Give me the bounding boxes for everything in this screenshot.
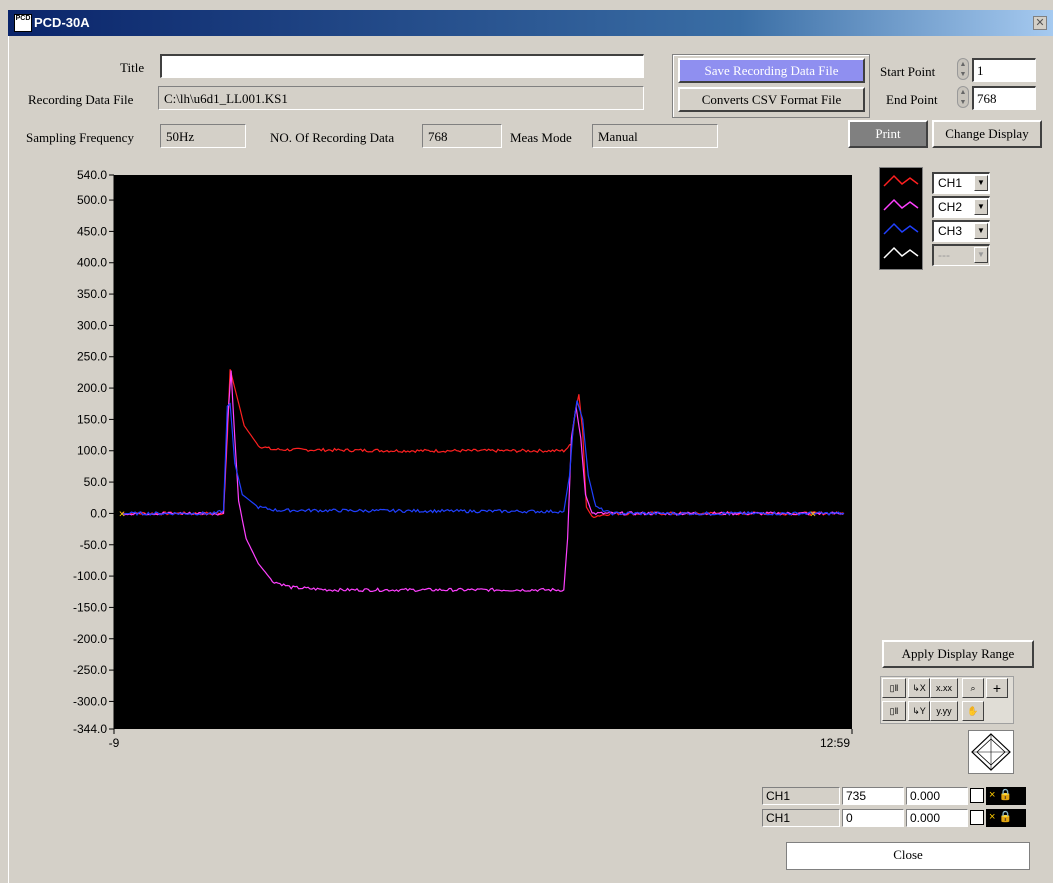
title-bar: PCD PCD-30A ✕ [8,10,1053,36]
end-point-label: End Point [886,92,938,107]
y-tick-label: -250.0 [73,663,107,677]
legend-ch3-swatch [883,222,919,235]
y-tick-label: 150.0 [77,412,107,426]
save-recording-button[interactable]: Save Recording Data File [678,58,865,83]
traces [121,369,845,593]
y-axis: 540.0 500.0 450.0 400.0 350.0 300.0 250.0 200.0… [73,168,115,736]
convert-csv-button[interactable]: Converts CSV Format File [678,87,865,112]
y-format-button[interactable]: y.yy [930,701,958,721]
cursor-row-1: CH1 735 0.000 × 🔒 [762,787,1030,807]
start-point-input[interactable]: 1 [972,58,1036,82]
title-input[interactable] [160,54,644,78]
y-tick-label: -50.0 [80,538,108,552]
file-button-group [672,54,870,118]
y-tick-label: -200.0 [73,632,107,646]
x-tick-label: 12:59 [820,736,850,750]
cursor-2-value[interactable]: 0.000 [906,809,968,827]
meas-mode-label: Meas Mode [510,130,572,145]
close-button[interactable]: Close [786,842,1030,870]
y-tick-label: 540.0 [77,168,107,182]
y-tick-label: 50.0 [84,475,108,489]
chevron-down-icon[interactable]: ▼ [974,175,988,191]
y-tick-label: 100.0 [77,444,107,458]
start-point-label: Start Point [880,64,936,79]
chevron-down-icon[interactable]: ▼ [974,223,988,239]
channel-select-2[interactable]: CH2 ▼ [932,196,990,218]
x-format-button[interactable]: x.xx [930,678,958,698]
x-axis: -9 12:59 [109,729,853,750]
num-data-label: NO. Of Recording Data [270,130,395,145]
cursor-1-index[interactable]: 735 [842,787,904,805]
apply-display-range-button[interactable]: Apply Display Range [882,640,1034,668]
pan-hand-icon[interactable]: ✋ [962,701,984,721]
y-scale-lock-icon[interactable]: ▯‖ [882,701,906,721]
cursor-1-value[interactable]: 0.000 [906,787,968,805]
close-icon[interactable]: ✕ [1033,16,1047,30]
series-ch3-line [121,400,845,516]
y-tick-label: 300.0 [77,318,107,332]
channel-select-4: --- ▼ [932,244,990,266]
cursor-1-channel[interactable]: CH1 [762,787,840,805]
channel-select-1[interactable]: CH1 ▼ [932,172,990,194]
legend-ch2-swatch [883,198,919,211]
y-tick-label: 200.0 [77,381,107,395]
y-tick-label: 400.0 [77,256,107,270]
end-point-input[interactable]: 768 [972,86,1036,110]
sampling-frequency-label: Sampling Frequency [26,130,134,145]
legend-ch1-swatch [883,174,919,187]
plot-area[interactable] [114,175,852,729]
y-tick-label: -300.0 [73,694,107,708]
change-display-button[interactable]: Change Display [932,120,1042,148]
cursor-marker-2[interactable]: × [810,508,816,520]
cursor-move-control[interactable] [968,730,1014,774]
series-ch1-line [121,369,845,519]
channel-select-3[interactable]: CH3 ▼ [932,220,990,242]
x-scale-lock-icon[interactable]: ▯‖ [882,678,906,698]
cursor-markers: × × [119,508,816,520]
channel-select-4-value: --- [938,248,950,262]
start-point-spinner[interactable]: ▲ ▼ [957,58,969,80]
title-label: Title [120,60,145,75]
legend-ch4-swatch [883,246,919,259]
app-icon: PCD [14,14,32,32]
cursor-1-style[interactable]: × 🔒 [986,787,1026,805]
y-tick-label: 0.0 [90,506,107,520]
cursor-2-index[interactable]: 0 [842,809,904,827]
y-tick-label: -150.0 [73,600,107,614]
y-autoscale-icon[interactable]: ↳Y [908,701,930,721]
cursor-2-style[interactable]: × 🔒 [986,809,1026,827]
cursor-row-2: CH1 0 0.000 × 🔒 [762,809,1030,829]
y-tick-label: -100.0 [73,569,107,583]
cursor-2-color-swatch[interactable] [970,810,984,825]
channel-select-3-value: CH3 [938,224,963,238]
waveform-graph[interactable]: 540.0 500.0 450.0 400.0 350.0 300.0 250.0 200.0… [34,160,872,780]
sampling-frequency-field: 50Hz [160,124,246,148]
crosshair-icon[interactable]: + [986,678,1008,698]
y-tick-label: 350.0 [77,287,107,301]
end-point-spinner[interactable]: ▲ ▼ [957,86,969,108]
chevron-down-icon: ▼ [974,247,988,263]
window-title: PCD-30A [34,15,90,30]
print-button[interactable]: Print [848,120,928,148]
channel-select-2-value: CH2 [938,200,963,214]
channel-select-1-value: CH1 [938,176,963,190]
zoom-icon[interactable]: ⌕ [962,678,984,698]
recording-file-label: Recording Data File [28,92,134,107]
recording-file-field: C:\lh\u6d1_LL001.KS1 [158,86,644,110]
plot-legend [879,167,923,270]
y-tick-label: 500.0 [77,193,107,207]
y-tick-label: 250.0 [77,350,107,364]
cursor-2-channel[interactable]: CH1 [762,809,840,827]
x-autoscale-icon[interactable]: ↳X [908,678,930,698]
num-data-field: 768 [422,124,502,148]
y-tick-label: -344.0 [73,722,107,736]
cursor-1-color-swatch[interactable] [970,788,984,803]
x-tick-label: -9 [109,736,120,750]
y-tick-label: 450.0 [77,224,107,238]
chevron-down-icon[interactable]: ▼ [974,199,988,215]
cursor-marker-1[interactable]: × [119,508,125,520]
meas-mode-field: Manual [592,124,718,148]
